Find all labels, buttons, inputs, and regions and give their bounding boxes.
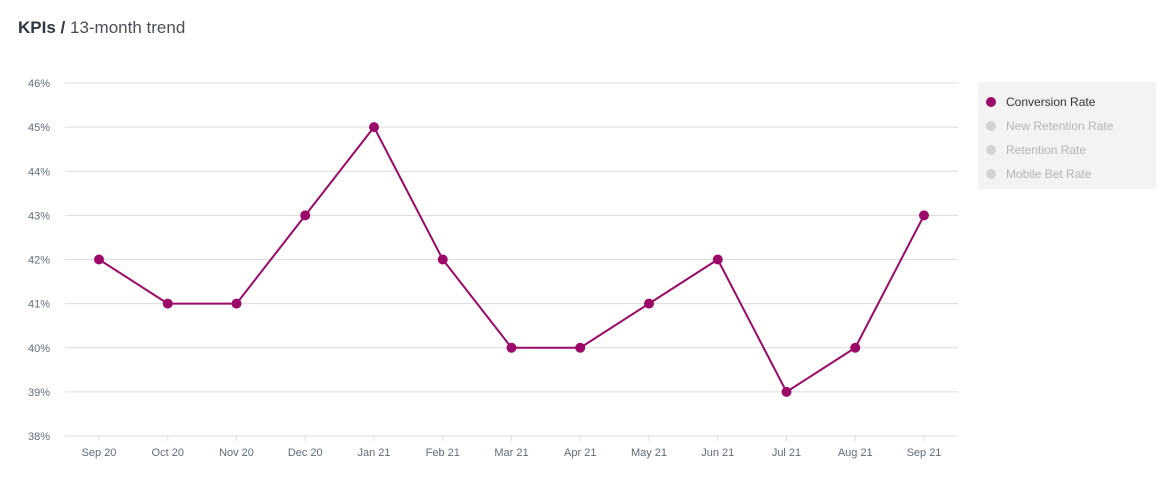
y-tick-label: 43% [28, 210, 50, 222]
page-title: KPIs / 13-month trend [18, 18, 185, 38]
data-point[interactable] [575, 342, 586, 353]
data-point[interactable] [919, 210, 929, 221]
data-point[interactable] [231, 298, 242, 309]
legend-marker-icon [986, 169, 996, 179]
x-tick-label: Aug 21 [838, 447, 873, 459]
x-tick-label: Sep 21 [907, 447, 942, 459]
y-tick-label: 44% [28, 166, 50, 178]
y-tick-label: 39% [28, 387, 50, 399]
legend-item[interactable]: New Retention Rate [986, 114, 1156, 138]
legend-item[interactable]: Retention Rate [986, 138, 1156, 162]
x-tick-label: May 21 [631, 447, 667, 459]
x-tick-label: Sep 20 [82, 447, 117, 459]
y-tick-label: 38% [28, 431, 50, 443]
y-axis: 38% 39% 40% 41% 42% 43% 44% 45% 46% [28, 78, 50, 443]
legend-marker-icon [986, 121, 996, 131]
y-tick-label: 45% [28, 122, 50, 134]
data-point[interactable] [94, 254, 104, 265]
y-tick-label: 40% [28, 343, 50, 355]
data-point[interactable] [850, 342, 861, 353]
legend-marker-icon [986, 97, 996, 107]
legend-label: Mobile Bet Rate [1006, 167, 1092, 181]
data-point[interactable] [712, 254, 723, 265]
x-tick-label: Dec 20 [288, 447, 323, 459]
legend-item[interactable]: Mobile Bet Rate [986, 162, 1156, 186]
x-tick-label: Jun 21 [701, 447, 734, 459]
x-tick-label: Nov 20 [219, 447, 254, 459]
page-title-subtitle: 13-month trend [69, 18, 186, 37]
y-tick-label: 46% [28, 78, 50, 90]
x-tick-label: Jan 21 [357, 447, 390, 459]
legend-item[interactable]: Conversion Rate [986, 90, 1156, 114]
legend-marker-icon [986, 145, 996, 155]
page-title-main: KPIs / [18, 18, 66, 37]
data-point[interactable] [300, 210, 311, 221]
data-point[interactable] [644, 298, 654, 309]
legend-label: New Retention Rate [1006, 119, 1114, 133]
data-point[interactable] [781, 386, 792, 397]
legend-label: Conversion Rate [1006, 95, 1096, 109]
data-point[interactable] [437, 254, 448, 265]
legend-label: Retention Rate [1006, 143, 1087, 157]
gridlines [65, 82, 958, 437]
x-tick-label: Apr 21 [564, 447, 596, 459]
series-layer [94, 122, 929, 397]
chart-legend: Conversion Rate New Retention Rate Retenti… [978, 82, 1156, 189]
y-tick-label: 41% [28, 299, 50, 311]
data-point[interactable] [162, 298, 173, 309]
data-point[interactable] [506, 342, 517, 353]
x-tick-label: Mar 21 [494, 447, 528, 459]
x-tick-label: Oct 20 [152, 447, 184, 459]
x-tick-label: Feb 21 [426, 447, 460, 459]
x-axis: Sep 20 Oct 20 Nov 20 Dec 20 Jan 21 Feb 21 Mar … [82, 436, 942, 459]
y-tick-label: 42% [28, 255, 50, 267]
data-point[interactable] [369, 122, 379, 133]
x-tick-label: Jul 21 [772, 447, 801, 459]
